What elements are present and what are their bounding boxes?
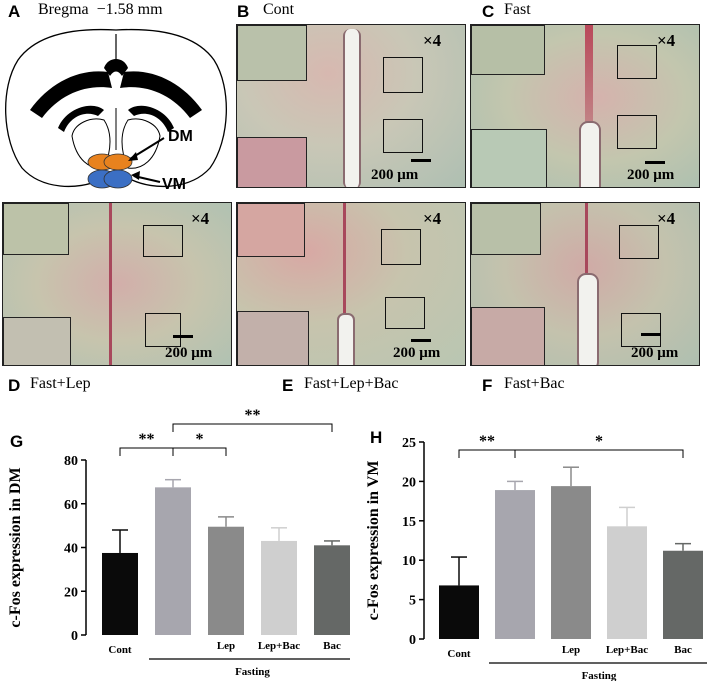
g-sig-bracket-2 bbox=[172, 423, 333, 432]
panel-letter-d: D bbox=[8, 376, 21, 395]
bregma-caption: Bregma −1.58 mm bbox=[38, 1, 163, 18]
g-ylabel: c-Fos expression in DM bbox=[7, 467, 24, 627]
g-bar-1 bbox=[155, 487, 191, 635]
h-bar-3 bbox=[607, 526, 647, 639]
h-sig-bracket-1 bbox=[514, 449, 684, 458]
scale-text-d: 200 μm bbox=[165, 345, 213, 361]
mag-label-e: ×4 bbox=[423, 209, 442, 228]
scale-text-c: 200 μm bbox=[627, 167, 675, 183]
g-sig-bracket-0 bbox=[119, 447, 174, 456]
panel-letter-f: F bbox=[482, 376, 493, 395]
h-ytick-label-2: 10 bbox=[402, 554, 416, 569]
panel-f-caption: Fast+Bac bbox=[504, 375, 565, 392]
h-group-label: Fasting bbox=[582, 670, 617, 681]
panel-letter-e: E bbox=[282, 376, 294, 395]
h-ylabel: c-Fos expression in VM bbox=[365, 461, 382, 621]
g-xlabel-4: Bac bbox=[323, 640, 341, 652]
g-bar-3 bbox=[261, 540, 297, 635]
g-ytick-label-3: 60 bbox=[64, 498, 78, 513]
g-ytick-label-0: 0 bbox=[71, 629, 78, 644]
panel-letter-h: H bbox=[370, 428, 383, 447]
h-sig-label-0: ** bbox=[479, 433, 495, 450]
micrograph-fast: ×4 200 μm bbox=[470, 24, 700, 188]
g-sig-label-0: ** bbox=[139, 431, 155, 448]
g-ytick-label-2: 40 bbox=[64, 542, 78, 557]
mag-label-c: ×4 bbox=[657, 31, 676, 50]
scale-bar-c bbox=[645, 161, 665, 164]
panel-b-caption: Cont bbox=[263, 1, 295, 18]
vm-label: VM bbox=[162, 176, 186, 193]
panel-letter-b: B bbox=[237, 2, 250, 21]
scale-bar-b bbox=[411, 159, 431, 162]
h-sig-bracket-0 bbox=[458, 449, 516, 458]
g-xlabel-2: Lep bbox=[217, 640, 235, 652]
panel-letter-c: C bbox=[482, 2, 495, 21]
scale-text-f: 200 μm bbox=[631, 345, 679, 361]
h-bar-2 bbox=[551, 486, 591, 639]
scale-text-e: 200 μm bbox=[393, 345, 441, 361]
panel-letter-a: A bbox=[8, 2, 21, 21]
chart-g: 0 20 40 60 80 c-Fos expression in DM Cont Lep Le… bbox=[7, 407, 350, 678]
h-ytick-label-0: 0 bbox=[409, 633, 416, 648]
g-ytick-label-1: 20 bbox=[64, 585, 78, 600]
mag-label-f: ×4 bbox=[657, 209, 676, 228]
h-bar-1 bbox=[495, 490, 535, 639]
h-xlabel-2: Lep bbox=[562, 644, 580, 656]
brain-schematic bbox=[5, 28, 227, 189]
scale-bar-e bbox=[411, 339, 431, 342]
g-bar-4 bbox=[314, 545, 350, 635]
g-xlabel-0: Cont bbox=[108, 644, 132, 656]
g-sig-bracket-1 bbox=[172, 447, 227, 456]
h-ytick-label-1: 5 bbox=[409, 594, 416, 609]
dm-label: DM bbox=[168, 128, 193, 145]
mag-label-b: ×4 bbox=[423, 31, 442, 50]
h-ytick-label-5: 25 bbox=[402, 436, 416, 451]
h-ytick-label-3: 15 bbox=[402, 515, 416, 530]
h-bar-0 bbox=[439, 585, 479, 639]
g-sig-label-2: ** bbox=[245, 407, 261, 424]
scale-bar-f bbox=[641, 333, 661, 336]
g-bar-0 bbox=[102, 552, 138, 635]
scale-text-b: 200 μm bbox=[371, 167, 419, 183]
scale-bar-d bbox=[173, 335, 193, 338]
g-xlabel-3: Lep+Bac bbox=[258, 640, 300, 652]
micrograph-fast-lep: ×4 200 μm bbox=[2, 202, 232, 366]
h-xlabel-4: Bac bbox=[674, 644, 692, 656]
g-group-label: Fasting bbox=[235, 666, 270, 678]
g-bar-2 bbox=[208, 526, 244, 635]
g-ytick-label-4: 80 bbox=[64, 454, 78, 469]
g-sig-label-1: * bbox=[196, 431, 204, 448]
h-xlabel-3: Lep+Bac bbox=[606, 644, 648, 656]
h-ytick-label-4: 20 bbox=[402, 475, 416, 490]
h-sig-label-1: * bbox=[595, 433, 603, 450]
micrograph-fast-lep-bac: ×4 200 μm bbox=[236, 202, 466, 366]
panel-d-caption: Fast+Lep bbox=[30, 375, 91, 392]
micrograph-fast-bac: ×4 200 μm bbox=[470, 202, 700, 366]
panel-e-caption: Fast+Lep+Bac bbox=[304, 375, 399, 392]
panel-c-caption: Fast bbox=[504, 1, 531, 18]
h-bar-4 bbox=[663, 550, 703, 639]
h-xlabel-0: Cont bbox=[447, 648, 471, 660]
panel-letter-g: G bbox=[10, 432, 24, 451]
mag-label-d: ×4 bbox=[191, 209, 210, 228]
chart-h: 0 5 10 15 20 25 c-Fos expression in VM Cont Lep L… bbox=[365, 433, 707, 681]
micrograph-cont: ×4 200 μm bbox=[236, 24, 466, 188]
